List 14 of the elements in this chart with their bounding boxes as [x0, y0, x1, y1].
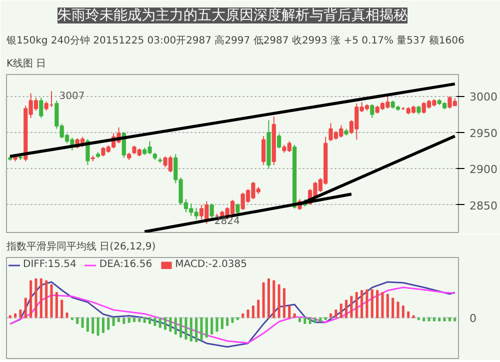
- y-tick-label: 2950: [470, 126, 498, 140]
- chart-title: 朱雨玲未能成为主力的五大原因深度解析与背后真相揭秘: [58, 8, 408, 24]
- annotation: 3007: [59, 91, 85, 102]
- text: 0: [470, 312, 476, 326]
- y-tick-label: 3000: [470, 90, 498, 104]
- text: K线图 日: [6, 58, 46, 70]
- y-tick-label: 2850: [470, 199, 498, 212]
- legend-label: MACD:-2.0385: [175, 259, 248, 270]
- annotation: 2824: [214, 216, 240, 227]
- legend-label: DEA:16.56: [99, 259, 152, 270]
- legend-label: DIFF:15.54: [23, 259, 76, 270]
- text: 银150kg 240分钟 20151225 03:00开2987 高2997 低2987 收2993 涨 +5 0.17% 量537 额1606: [6, 34, 464, 46]
- y-tick-label: 2900: [470, 163, 498, 176]
- chart-title: 指数平滑异同平均线 日(26,12,9): [6, 240, 156, 252]
